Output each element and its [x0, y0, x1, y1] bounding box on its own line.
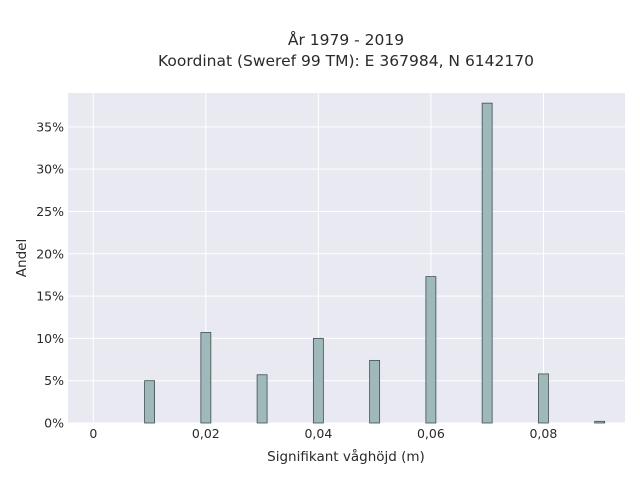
- chart-subtitle: Koordinat (Sweref 99 TM): E 367984, N 61…: [158, 52, 534, 70]
- y-tick-label: 30%: [36, 162, 64, 177]
- y-axis-label: Andel: [14, 239, 30, 277]
- x-tick-label: 0,04: [304, 426, 332, 441]
- y-gridlines: [68, 126, 625, 424]
- bar: [425, 276, 437, 424]
- y-tick-label: 10%: [36, 331, 64, 346]
- bar: [594, 420, 606, 424]
- y-tick-label: 25%: [36, 204, 64, 219]
- chart-title: År 1979 - 2019: [288, 30, 404, 49]
- y-tick-label: 0%: [44, 416, 64, 431]
- y-tick-label: 35%: [36, 119, 64, 134]
- bars: [144, 102, 606, 424]
- bar: [200, 332, 212, 424]
- x-axis-label: Signifikant våghöjd (m): [267, 448, 425, 465]
- y-tick-label: 5%: [44, 373, 64, 388]
- bar: [369, 359, 381, 424]
- bar: [538, 373, 549, 424]
- x-tick-label: 0,08: [529, 426, 557, 441]
- x-tick-labels: 0 0,02 0,04 0,06 0,08: [89, 426, 557, 441]
- x-tick-label: 0: [89, 426, 97, 441]
- bar: [144, 380, 155, 424]
- plot-area: [68, 93, 625, 423]
- y-tick-labels: 0% 5% 10% 15% 20% 25% 30% 35%: [36, 119, 64, 430]
- y-tick-label: 15%: [36, 289, 64, 304]
- bar: [256, 374, 268, 424]
- bar: [481, 102, 493, 424]
- x-tick-label: 0,06: [417, 426, 445, 441]
- bar: [312, 337, 324, 424]
- y-tick-label: 20%: [36, 246, 64, 261]
- x-tick-label: 0,02: [192, 426, 220, 441]
